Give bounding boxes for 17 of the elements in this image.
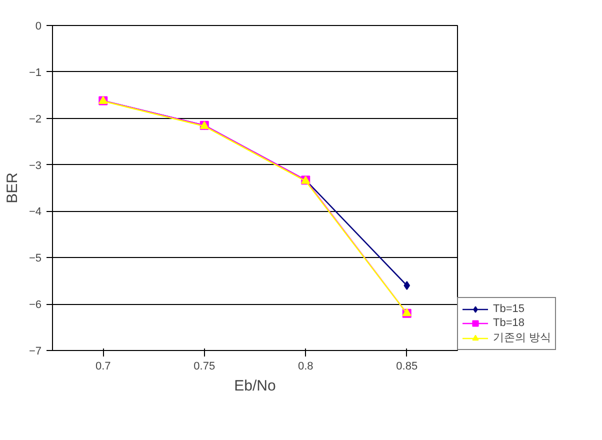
y-tick-label: −4 (28, 206, 42, 218)
y-tick-label: −1 (28, 66, 42, 79)
x-axis-title: Eb/No (234, 378, 276, 394)
x-tick-label: 0.75 (194, 360, 216, 372)
y-tick-label: −3 (28, 160, 42, 172)
x-tick-label: 0.85 (396, 360, 418, 372)
y-tick-label: −5 (28, 252, 42, 265)
x-tick-label: 0.7 (95, 360, 111, 372)
legend-label: 기존의 방식 (493, 331, 552, 345)
y-tick-label: 0 (35, 20, 42, 32)
y-tick-label: −2 (28, 113, 42, 126)
legend-label: Tb=15 (493, 302, 524, 316)
y-tick-label: −7 (28, 346, 42, 358)
y-axis-title: BER (4, 172, 21, 204)
y-tick-label: −6 (28, 299, 42, 312)
x-tick-label: 0.8 (298, 360, 314, 372)
legend-label: Tb=18 (493, 316, 524, 330)
